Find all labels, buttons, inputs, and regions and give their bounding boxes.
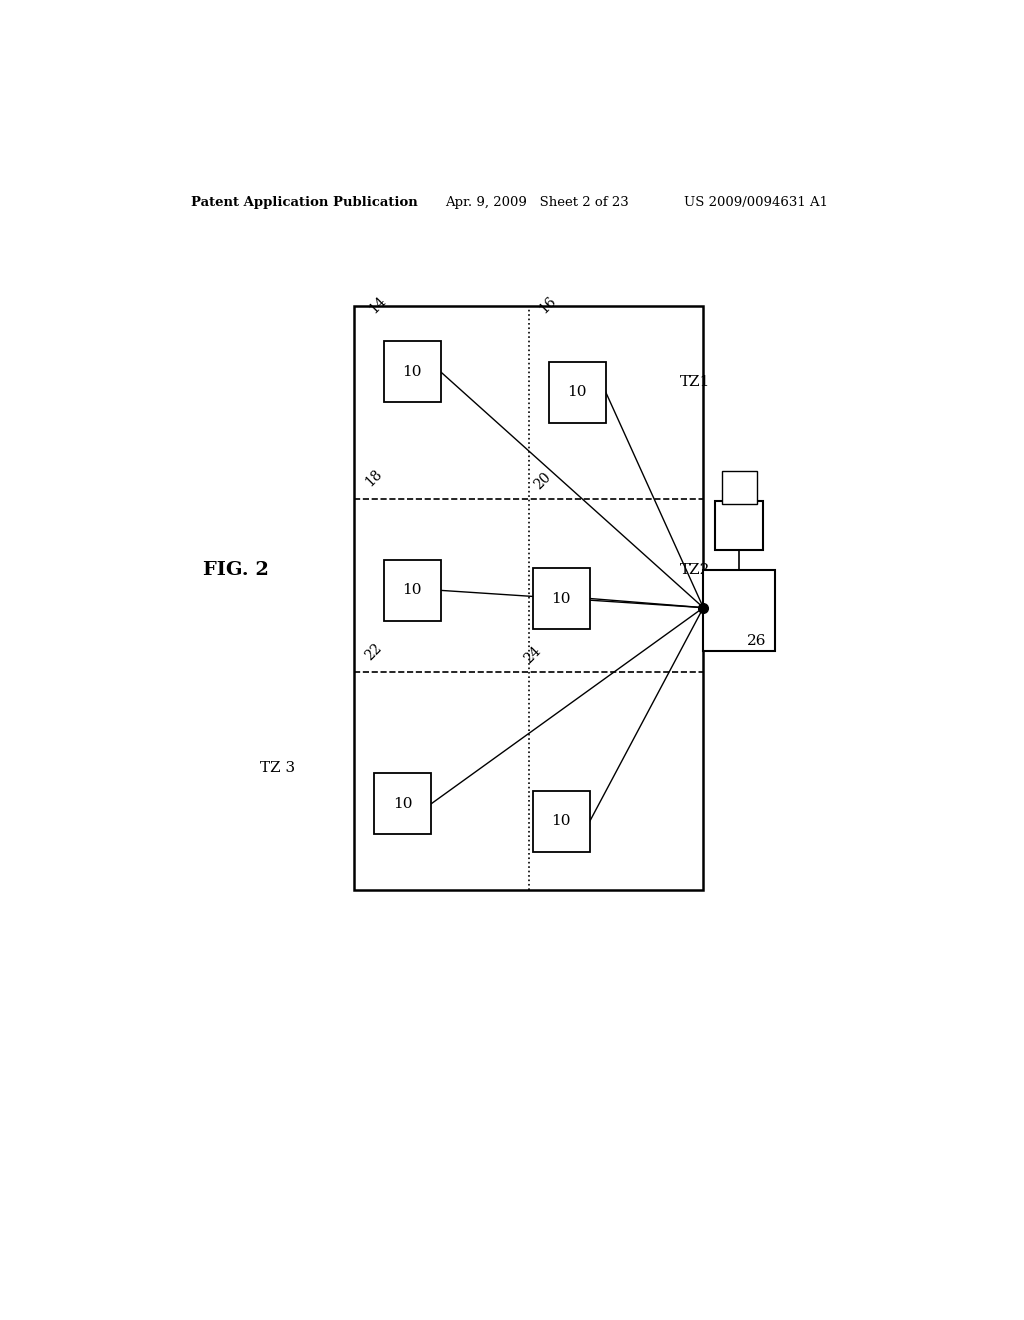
Bar xyxy=(374,774,431,834)
Text: TZ 3: TZ 3 xyxy=(259,762,295,775)
Text: 26: 26 xyxy=(748,634,767,648)
Bar xyxy=(354,306,703,890)
Text: 24: 24 xyxy=(521,644,543,667)
Text: 16: 16 xyxy=(537,293,559,315)
Bar xyxy=(384,342,440,403)
Text: TZ1: TZ1 xyxy=(680,375,710,389)
Bar xyxy=(532,791,590,851)
Text: 14: 14 xyxy=(367,293,388,315)
Bar xyxy=(703,570,775,651)
Bar xyxy=(715,500,763,549)
Text: 10: 10 xyxy=(552,591,571,606)
Text: 10: 10 xyxy=(402,583,422,598)
Text: 10: 10 xyxy=(402,364,422,379)
Text: 20: 20 xyxy=(531,470,553,492)
Text: 10: 10 xyxy=(567,385,587,399)
Text: TZ2: TZ2 xyxy=(680,564,710,577)
Bar xyxy=(549,362,606,422)
Text: 22: 22 xyxy=(362,642,384,664)
Text: 18: 18 xyxy=(362,466,384,488)
Text: FIG. 2: FIG. 2 xyxy=(204,561,269,579)
Text: Apr. 9, 2009   Sheet 2 of 23: Apr. 9, 2009 Sheet 2 of 23 xyxy=(445,195,629,209)
Bar xyxy=(532,568,590,630)
Text: 10: 10 xyxy=(393,797,413,810)
Text: 10: 10 xyxy=(552,814,571,828)
Text: US 2009/0094631 A1: US 2009/0094631 A1 xyxy=(684,195,827,209)
Bar xyxy=(722,471,757,504)
Text: Patent Application Publication: Patent Application Publication xyxy=(191,195,418,209)
Bar xyxy=(384,560,440,620)
